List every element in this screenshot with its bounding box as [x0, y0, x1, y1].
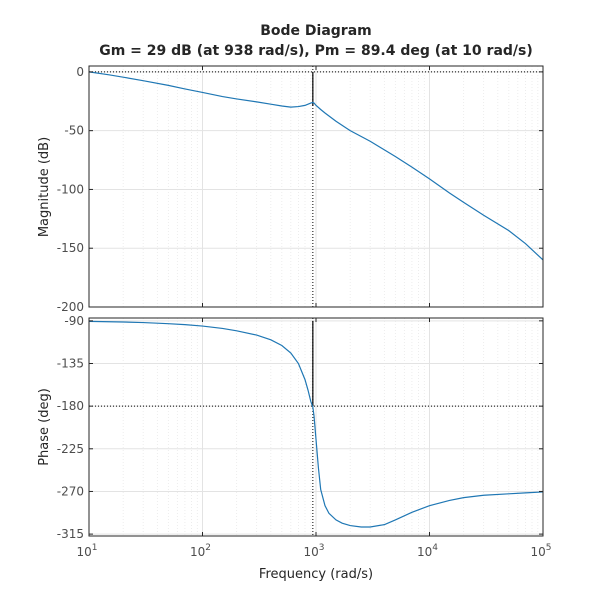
y-tick-label: -315 [57, 527, 84, 541]
x-tick-label: 102 [190, 543, 211, 559]
phase-y-label: Phase (deg) [37, 388, 52, 466]
x-axis-label: Frequency (rad/s) [259, 567, 373, 582]
magnitude-panel: 0 -50 -100 -150 -200 Magnitude (dB) [37, 65, 544, 314]
y-tick-label: 0 [76, 65, 84, 79]
magnitude-y-label: Magnitude (dB) [37, 137, 52, 237]
x-tick-label: 101 [76, 543, 97, 559]
x-tick-label: 104 [417, 543, 438, 559]
x-tick-label: 105 [530, 543, 551, 559]
frequency-x-ticks: 101 102 103 104 105 [76, 66, 552, 559]
y-tick-label: -200 [57, 300, 84, 314]
phase-y-ticks: -90 -135 -180 -225 -270 -315 [57, 314, 543, 541]
phase-panel: -90 -135 -180 -225 -270 -315 Phase (deg) [37, 314, 544, 541]
magnitude-trace [88, 71, 544, 261]
y-tick-label: -270 [57, 484, 84, 498]
y-tick-label: -225 [57, 442, 84, 456]
chart-title: Bode Diagram [260, 23, 372, 39]
phase-grid [88, 318, 544, 536]
y-tick-label: -90 [64, 314, 84, 328]
y-tick-label: -100 [57, 182, 84, 196]
x-tick-label: 103 [303, 543, 324, 559]
y-tick-label: -135 [57, 356, 84, 370]
y-tick-label: -180 [57, 399, 84, 413]
y-tick-label: -50 [64, 124, 84, 138]
magnitude-grid [88, 66, 544, 308]
y-tick-label: -150 [57, 241, 84, 255]
magnitude-y-ticks: 0 -50 -100 -150 -200 [57, 65, 543, 314]
chart-subtitle: Gm = 29 dB (at 938 rad/s), Pm = 89.4 deg… [99, 43, 533, 59]
phase-trace [88, 320, 544, 528]
